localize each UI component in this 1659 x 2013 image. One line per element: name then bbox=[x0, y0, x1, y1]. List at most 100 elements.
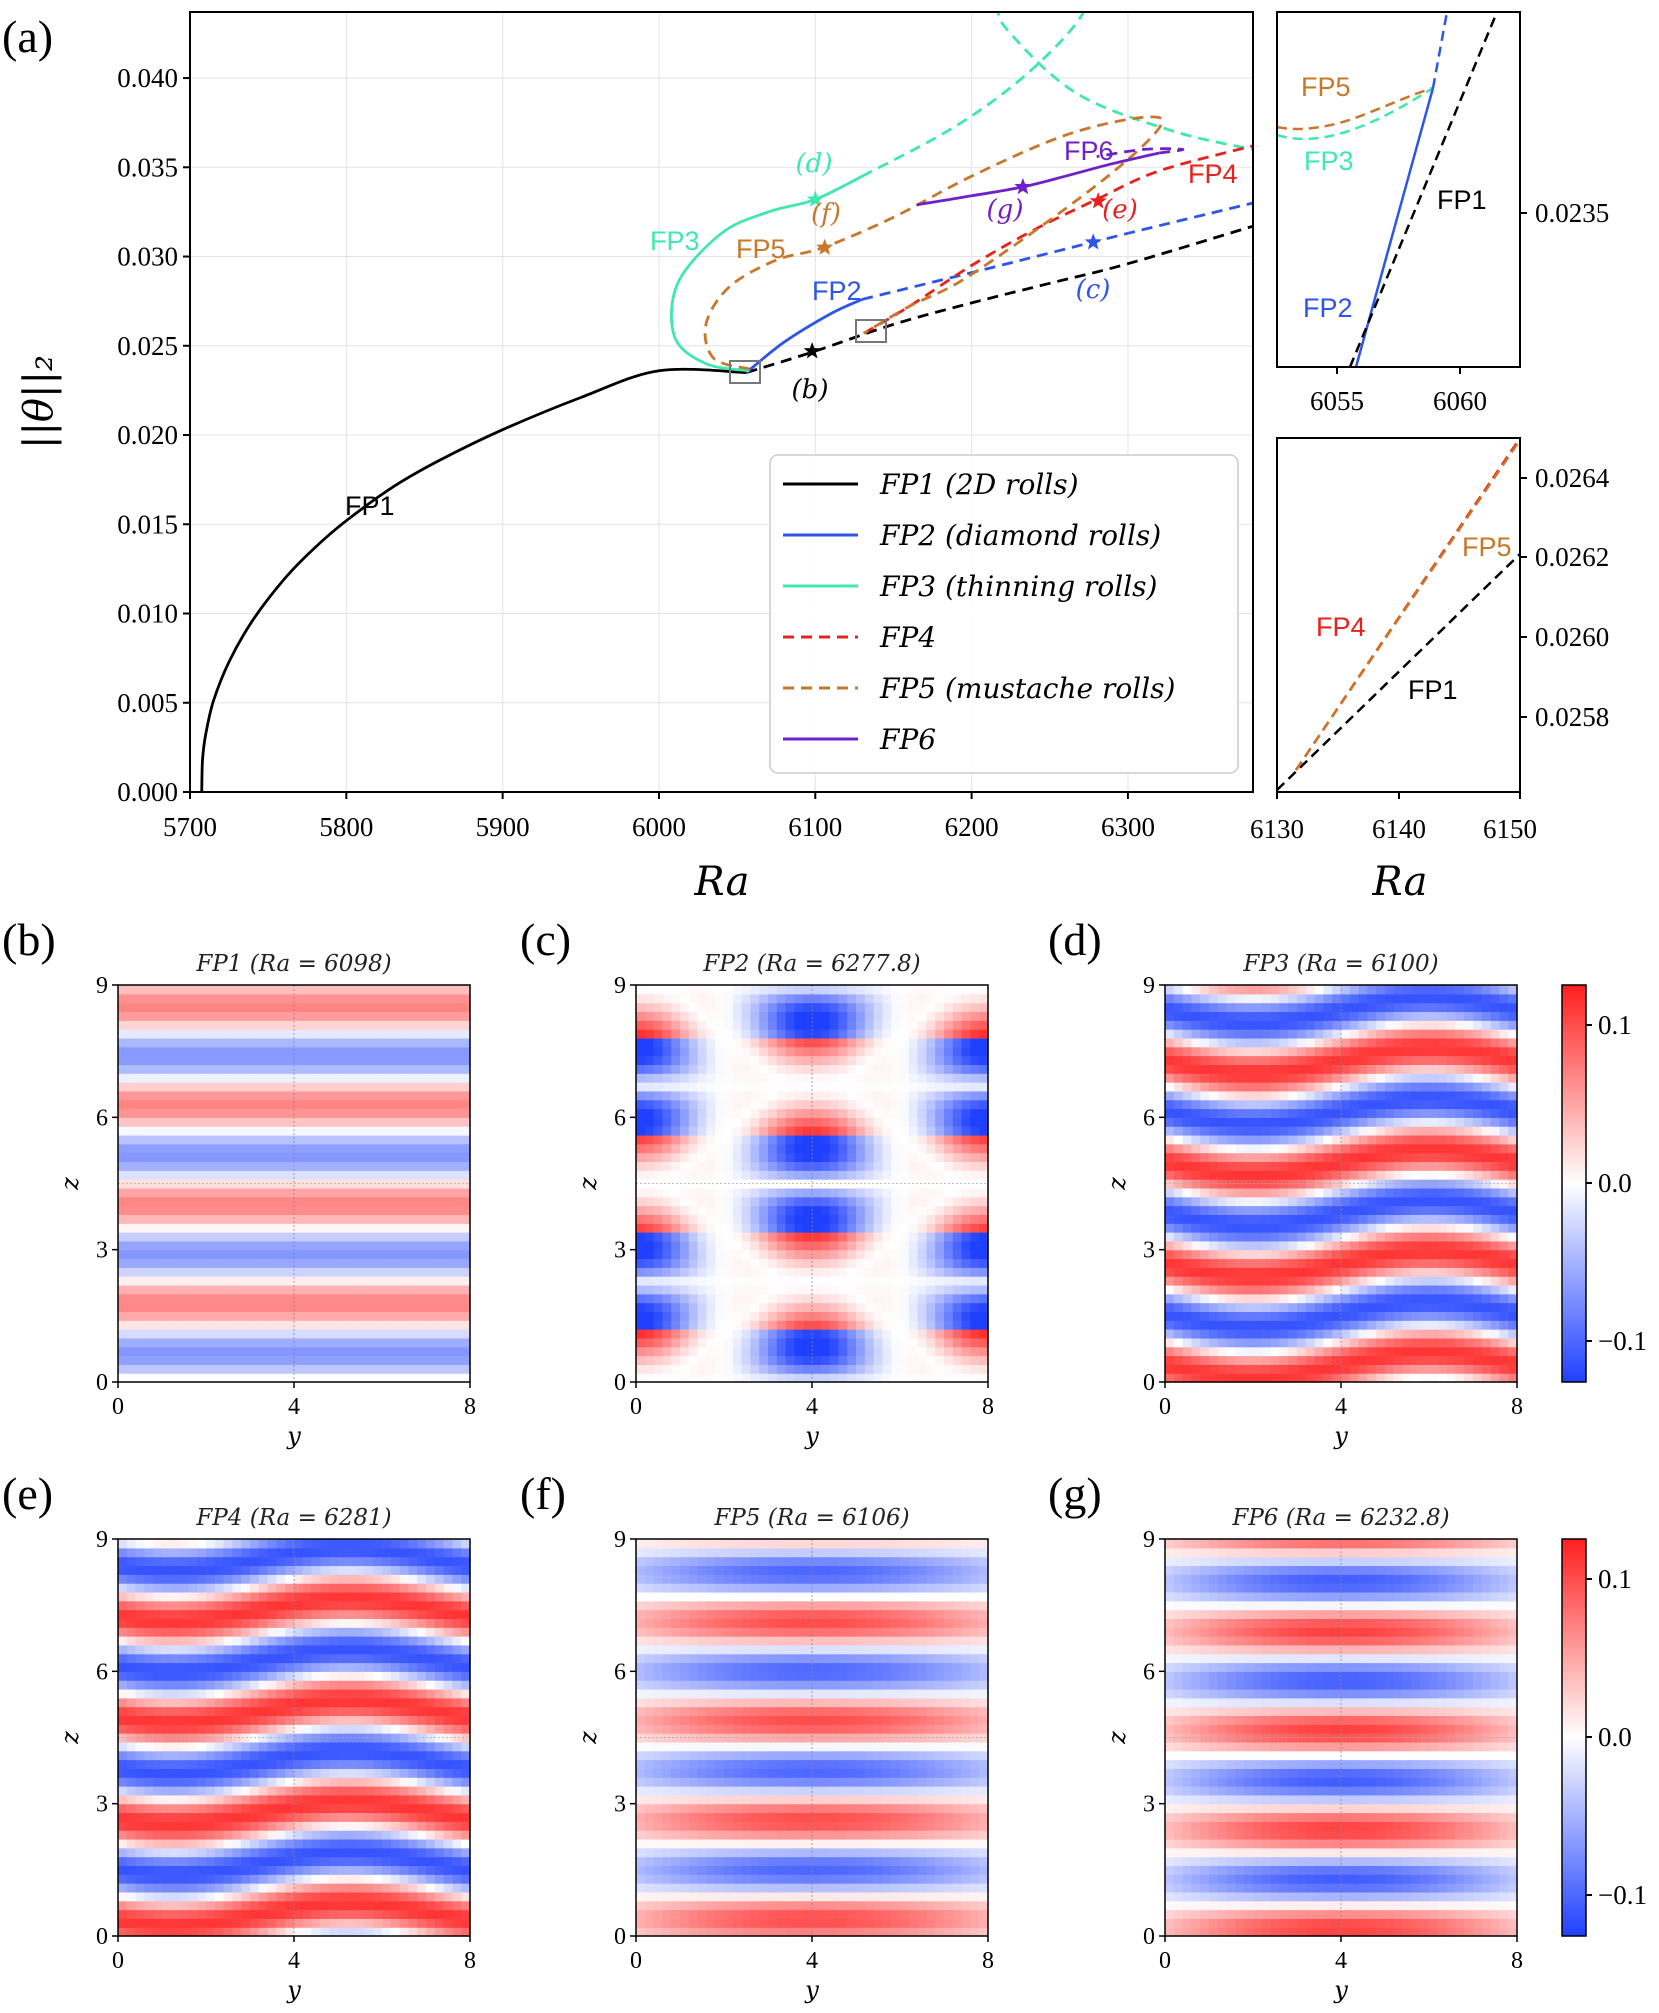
heatmap-cell bbox=[1182, 1055, 1192, 1065]
heatmap-cell bbox=[197, 1223, 207, 1233]
heatmap-cell bbox=[1165, 1214, 1175, 1224]
heatmap-cell bbox=[179, 1355, 189, 1365]
heatmap-cell bbox=[153, 1117, 163, 1127]
heatmap-cell bbox=[452, 1002, 462, 1013]
heatmap-cell bbox=[285, 1099, 295, 1110]
heatmap-cell bbox=[1182, 1258, 1192, 1268]
heatmap-cell bbox=[706, 1302, 716, 1313]
heatmap-cell bbox=[961, 1152, 971, 1163]
heatmap-cell bbox=[144, 1284, 154, 1295]
heatmap-cell bbox=[688, 1223, 699, 1233]
heatmap-cell bbox=[399, 1055, 409, 1065]
heatmap-cell bbox=[390, 1011, 401, 1021]
heatmap-cell bbox=[390, 1002, 401, 1013]
heatmap-cell bbox=[408, 1267, 418, 1277]
heatmap-cell bbox=[1376, 1152, 1386, 1163]
heatmap-cell bbox=[1173, 1293, 1184, 1304]
heatmap-cell bbox=[715, 1346, 725, 1357]
heatmap-cell bbox=[944, 1320, 954, 1330]
heatmap-cell bbox=[794, 1214, 804, 1224]
inset-top-label-fp2: FP2 bbox=[1303, 293, 1353, 323]
heatmap-cell bbox=[979, 985, 989, 995]
heatmap-cell bbox=[688, 1108, 699, 1118]
heatmap-cell bbox=[118, 1126, 128, 1136]
heatmap-cell bbox=[311, 1090, 321, 1101]
heatmap-cell bbox=[346, 1020, 357, 1030]
heatmap-cell bbox=[636, 985, 646, 995]
heatmap-cell bbox=[1235, 1029, 1245, 1039]
heatmap-cell bbox=[873, 1037, 883, 1048]
heatmap-cell bbox=[1173, 1240, 1184, 1251]
heatmap-cell bbox=[908, 1064, 919, 1074]
heatmap-cell bbox=[408, 1355, 418, 1365]
heatmap-cell bbox=[179, 1055, 189, 1065]
heatmap-cell bbox=[1270, 1073, 1280, 1083]
heatmap-cell bbox=[355, 1214, 365, 1224]
heatmap-cell bbox=[1297, 1214, 1307, 1224]
main-x-label: Ra bbox=[694, 859, 750, 905]
heatmap-cell bbox=[732, 1346, 743, 1357]
heatmap-cell bbox=[776, 985, 787, 995]
heatmap-cell bbox=[741, 1108, 751, 1118]
heatmap-cell bbox=[1270, 1373, 1280, 1383]
heatmap-cell bbox=[461, 1276, 471, 1286]
heatmap-cell bbox=[653, 1284, 663, 1295]
heatmap-cell bbox=[364, 1320, 374, 1330]
heatmap-cell bbox=[434, 1320, 445, 1330]
heatmap-cell bbox=[750, 1082, 760, 1092]
heatmap-cell bbox=[250, 1134, 260, 1145]
heatmap-cell bbox=[1297, 1134, 1307, 1145]
heatmap-cell bbox=[1332, 1037, 1342, 1048]
main-plot: 5700 5800 5900 6000 6100 6200 6300 0.0000.0050… bbox=[16, 11, 1254, 905]
heatmap-cell bbox=[917, 1082, 927, 1092]
heatmap-cell bbox=[118, 1346, 128, 1357]
heatmap-cell bbox=[1200, 1249, 1210, 1260]
heatmap-cell bbox=[232, 1223, 242, 1233]
heatmap-cell bbox=[276, 1090, 286, 1101]
heatmap-cell bbox=[232, 1337, 242, 1348]
heatmap-cell bbox=[961, 1320, 971, 1330]
heatmap-cell bbox=[1244, 1205, 1254, 1215]
heatmap-cell bbox=[636, 1055, 646, 1065]
heatmap-cell bbox=[373, 1090, 383, 1101]
heatmap-cell bbox=[170, 1196, 181, 1207]
heatmap-cell bbox=[382, 1020, 392, 1030]
heatmap-cell bbox=[917, 1099, 927, 1110]
heatmap-cell bbox=[408, 1284, 418, 1295]
heatmap-cell bbox=[961, 985, 971, 995]
heatmap-cell bbox=[1367, 1276, 1377, 1286]
heatmap-cell bbox=[1226, 1002, 1236, 1013]
heatmap-cell bbox=[162, 1320, 172, 1330]
heatmap-cell bbox=[1341, 1090, 1351, 1101]
heatmap-cell bbox=[153, 1090, 163, 1101]
heatmap-cell bbox=[373, 1046, 383, 1057]
heatmap-cell bbox=[1323, 1055, 1333, 1065]
heatmap-cell bbox=[741, 1117, 751, 1127]
heatmap-cell bbox=[382, 993, 392, 1004]
heatmap-cell bbox=[364, 1002, 374, 1013]
heatmap-cell bbox=[426, 1293, 436, 1304]
heatmap-cell bbox=[706, 1364, 716, 1374]
heatmap-cell bbox=[1226, 1187, 1236, 1198]
heatmap-cell bbox=[856, 1055, 866, 1065]
heatmap-cell bbox=[1165, 1249, 1175, 1260]
heatmap-cell bbox=[970, 1046, 980, 1057]
heatmap-cell bbox=[329, 1320, 339, 1330]
heatmap-cell bbox=[1314, 1055, 1324, 1065]
heatmap-cell bbox=[1393, 1355, 1404, 1365]
heatmap-cell bbox=[250, 1249, 260, 1260]
heatmap-cell bbox=[1173, 993, 1184, 1004]
heatmap-cell bbox=[697, 1355, 707, 1365]
heatmap-cell bbox=[794, 1029, 804, 1039]
heatmap-cell bbox=[1297, 1117, 1307, 1127]
heatmap-cell bbox=[908, 1046, 919, 1057]
heatmap-cell bbox=[197, 1355, 207, 1365]
heatmap-cell bbox=[662, 1126, 672, 1136]
heatmap-cell bbox=[750, 1134, 760, 1145]
heatmap-cell bbox=[1235, 1134, 1245, 1145]
heatmap-cell bbox=[126, 1196, 137, 1207]
heatmap-cell bbox=[206, 1214, 216, 1224]
heatmap-cell bbox=[179, 1249, 189, 1260]
heatmap-cell bbox=[162, 1311, 172, 1321]
heatmap-cell bbox=[653, 1240, 663, 1251]
